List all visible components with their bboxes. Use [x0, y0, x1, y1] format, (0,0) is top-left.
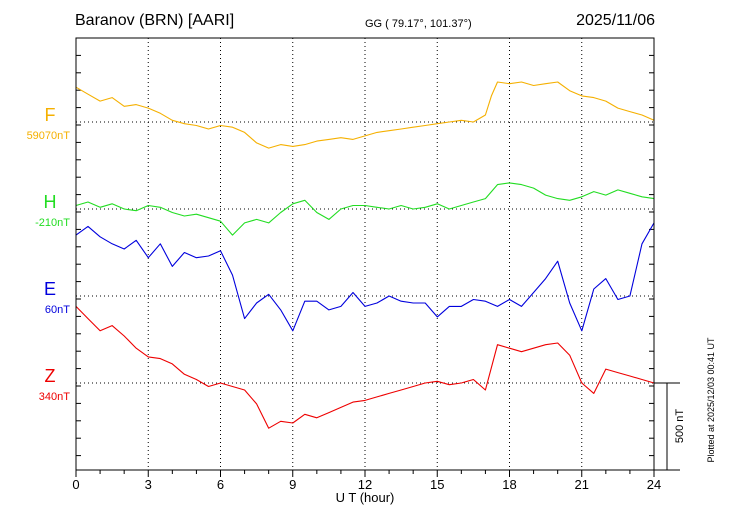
- series-name-h: H: [44, 192, 57, 212]
- x-tick-label: 6: [217, 477, 224, 492]
- scale-bar: 500 nT: [654, 382, 686, 471]
- series-baseline-label-z: 340nT: [39, 391, 70, 403]
- series-line-e: [75, 222, 655, 332]
- series-name-e: E: [44, 279, 56, 299]
- plotted-at-note: Plotted at 2025/12/03 00:41 UT: [706, 337, 716, 463]
- series-name-f: F: [45, 105, 56, 125]
- plot-frame: [75, 37, 655, 471]
- series-line-z: [75, 306, 655, 429]
- x-tick-label: 24: [647, 477, 661, 492]
- x-axis-label: U T (hour): [336, 490, 395, 505]
- series-name-z: Z: [45, 366, 56, 386]
- series-baseline-label-h: -210nT: [35, 217, 70, 229]
- series-line-h: [75, 182, 655, 236]
- station-title: Baranov (BRN) [AARI]: [75, 12, 234, 29]
- plot-grid: [75, 37, 655, 477]
- x-tick-label: 3: [145, 477, 152, 492]
- scale-bar-label: 500 nT: [674, 409, 686, 444]
- plot-labels: 0 3 6 9 12 15 18 21 24 F 59070nT H -210nT E 60nT Z 340nT: [27, 105, 662, 492]
- x-tick-label: 21: [575, 477, 589, 492]
- date-label: 2025/11/06: [576, 12, 655, 29]
- x-tick-label: 12: [358, 477, 372, 492]
- x-tick-label: 9: [289, 477, 296, 492]
- series-baseline-label-e: 60nT: [45, 304, 70, 316]
- x-tick-label: 15: [430, 477, 444, 492]
- plot-series: [75, 81, 655, 429]
- geo-coordinates: GG ( 79.17°, 101.37°): [365, 18, 472, 30]
- x-tick-label: 0: [72, 477, 79, 492]
- series-baseline-label-f: 59070nT: [27, 130, 71, 142]
- x-tick-label: 18: [502, 477, 516, 492]
- series-line-f: [75, 81, 655, 149]
